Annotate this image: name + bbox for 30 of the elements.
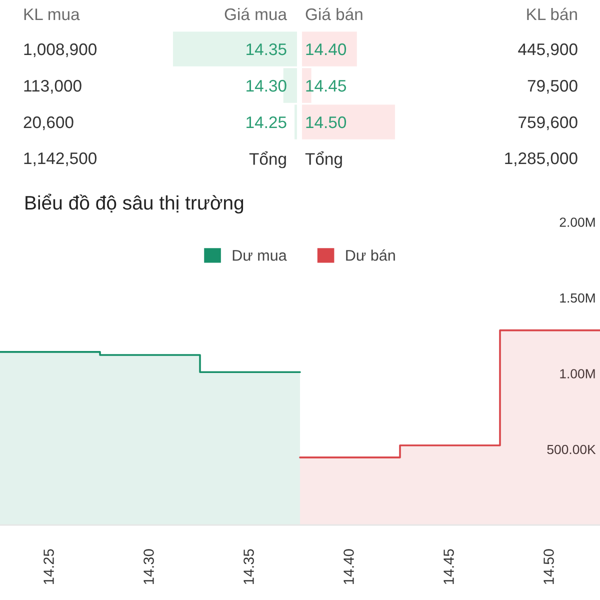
- legend-label: Dư mua: [232, 250, 287, 261]
- text: KL bán: [527, 8, 577, 20]
- text: KL mua: [24, 8, 80, 20]
- legend-label: Dư bán: [346, 249, 395, 261]
- text: Tổng: [249, 151, 286, 168]
- text: 1,285,000: [505, 152, 578, 166]
- y-tick-label: 14.30: [246, 80, 286, 92]
- y-tick-label: 14.40: [306, 43, 346, 56]
- y-tick-label: 14.35: [246, 43, 286, 56]
- text: 79,500: [528, 80, 578, 94]
- text: 20,600: [24, 116, 74, 130]
- y-tick-label: 500.00K: [547, 444, 596, 454]
- y-axis-title: Giá bán: [306, 8, 362, 20]
- x-tick-label: 14.30: [144, 549, 154, 584]
- text: 1,142,500: [24, 152, 96, 166]
- text: 445,900: [518, 43, 578, 58]
- y-tick-label: 14.45: [306, 80, 346, 92]
- y-tick-label: 1.50M: [560, 293, 595, 303]
- y-tick-label: 2.00M: [560, 218, 595, 227]
- text: 759,600: [518, 116, 578, 130]
- y-tick-label: 1.00M: [560, 369, 595, 378]
- y-tick-label: 14.25: [246, 116, 286, 128]
- text: Tổng: [305, 151, 342, 168]
- text: 113,000: [24, 80, 82, 94]
- x-tick-label: 14.25: [44, 549, 54, 584]
- y-axis-title: Giá mua: [224, 8, 288, 20]
- chart-title: Biểu đồ độ sâu thị trường: [26, 194, 244, 214]
- text: 1,008,900: [24, 43, 96, 58]
- x-tick-label: 14.45: [444, 549, 454, 584]
- y-tick-label: 14.50: [306, 116, 346, 128]
